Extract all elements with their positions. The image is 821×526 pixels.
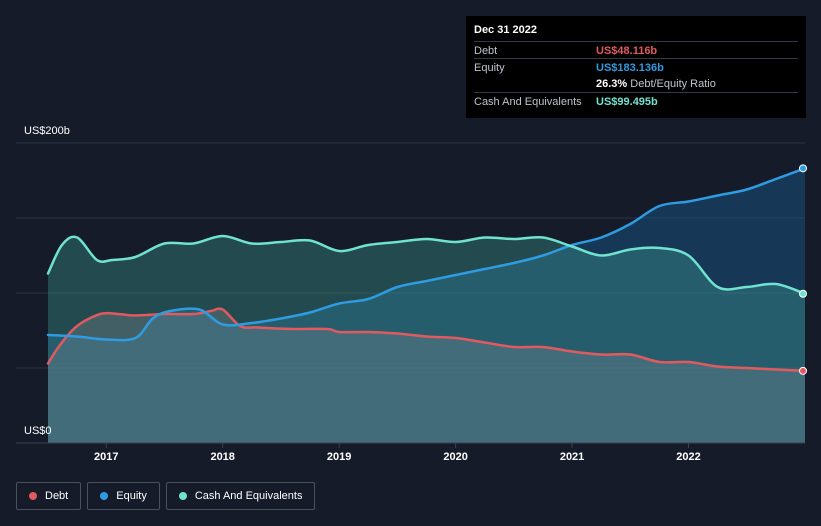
legend-item-equity[interactable]: Equity: [87, 482, 160, 510]
end-marker-cash: [799, 289, 807, 298]
x-tick-label-2022: 2022: [676, 451, 701, 463]
x-tick-label-2019: 2019: [326, 451, 352, 463]
tooltip-equity-label: Equity: [474, 62, 505, 74]
tooltip-ratio-row: 26.3% Debt/Equity Ratio: [474, 75, 798, 92]
tooltip-debt-label: Debt: [474, 45, 498, 57]
tooltip-debt-row: Debt US$48.116b: [474, 41, 798, 58]
x-tick-label-2017: 2017: [93, 451, 119, 463]
legend-label-debt: Debt: [45, 490, 69, 502]
tooltip-ratio-percent: 26.3%: [596, 78, 628, 90]
tooltip-debt-value: US$48.116b: [596, 45, 658, 57]
tooltip-equity-value: US$183.136b: [596, 62, 664, 74]
legend-dot-equity: [100, 492, 109, 500]
y-axis-bottom-label: US$0: [24, 425, 52, 437]
chart-legend: Debt Equity Cash And Equivalents: [16, 482, 316, 510]
area-cash: [48, 236, 805, 443]
line-debt: [46, 307, 807, 373]
tooltip-ratio: 26.3% Debt/Equity Ratio: [596, 78, 716, 90]
tooltip-cash-row: Cash And Equivalents US$99.495b: [474, 92, 798, 109]
end-markers: [799, 164, 807, 375]
end-marker-debt: [799, 366, 807, 375]
tooltip-cash-value: US$99.495b: [596, 96, 658, 108]
legend-item-debt[interactable]: Debt: [16, 482, 82, 510]
tooltip-equity-row: Equity US$183.136b: [474, 58, 798, 75]
line-cash: [46, 234, 807, 295]
legend-dot-debt: [29, 492, 37, 500]
data-tooltip: Dec 31 2022 Debt US$48.116b Equity US$18…: [466, 16, 806, 118]
legend-item-cash[interactable]: Cash And Equivalents: [165, 482, 316, 510]
end-marker-equity: [799, 164, 807, 173]
series-areas: [48, 168, 805, 443]
tooltip-ratio-label: Debt/Equity Ratio: [630, 78, 716, 90]
x-tick-label-2018: 2018: [210, 451, 235, 463]
y-axis-top-label: US$200b: [24, 125, 70, 137]
tooltip-date: Dec 31 2022: [474, 24, 537, 36]
area-debt: [48, 308, 805, 443]
x-tick-label-2021: 2021: [559, 451, 585, 463]
series-lines: [46, 167, 807, 373]
tooltip-cash-label: Cash And Equivalents: [474, 96, 582, 108]
legend-label-cash: Cash And Equivalents: [194, 490, 303, 502]
legend-label-equity: Equity: [116, 490, 147, 502]
area-equity: [48, 168, 805, 443]
x-tick-label-2020: 2020: [443, 451, 468, 463]
line-equity: [46, 167, 807, 342]
legend-dot-cash: [178, 492, 187, 500]
